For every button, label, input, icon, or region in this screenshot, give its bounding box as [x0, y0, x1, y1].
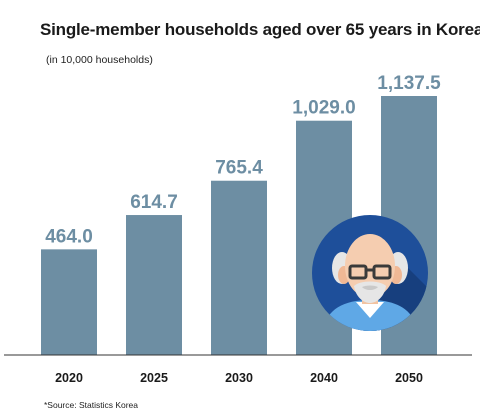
source-note: *Source: Statistics Korea: [44, 400, 139, 410]
x-tick-label-2040: 2040: [310, 371, 338, 385]
bar-2025: [126, 215, 182, 355]
value-label-2020: 464.0: [45, 226, 93, 247]
value-label-2030: 765.4: [215, 158, 263, 179]
value-label-2025: 614.7: [130, 192, 178, 213]
bar-2020: [41, 249, 97, 355]
x-tick-label-2050: 2050: [395, 371, 423, 385]
value-label-2050: 1,137.5: [377, 73, 441, 94]
bar-2030: [211, 180, 267, 355]
x-tick-label-2025: 2025: [140, 371, 168, 385]
x-tick-label-2030: 2030: [225, 371, 253, 385]
x-tick-label-2020: 2020: [55, 371, 83, 385]
value-label-2040: 1,029.0: [292, 98, 355, 119]
labels-group: 464.0 2020 614.7 2025 765.4 2030 1,029.0 2040 1,…: [45, 73, 441, 385]
chart-title: Single-member households aged over 65 ye…: [40, 20, 480, 39]
chart-subtitle: (in 10,000 households): [46, 54, 153, 66]
